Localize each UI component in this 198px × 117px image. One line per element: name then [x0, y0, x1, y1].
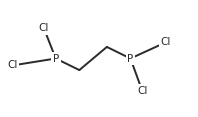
- Text: Cl: Cl: [39, 23, 49, 33]
- Text: Cl: Cl: [137, 86, 148, 96]
- Text: Cl: Cl: [161, 37, 171, 47]
- Text: P: P: [53, 53, 59, 64]
- Text: P: P: [127, 53, 134, 64]
- Text: Cl: Cl: [7, 60, 18, 70]
